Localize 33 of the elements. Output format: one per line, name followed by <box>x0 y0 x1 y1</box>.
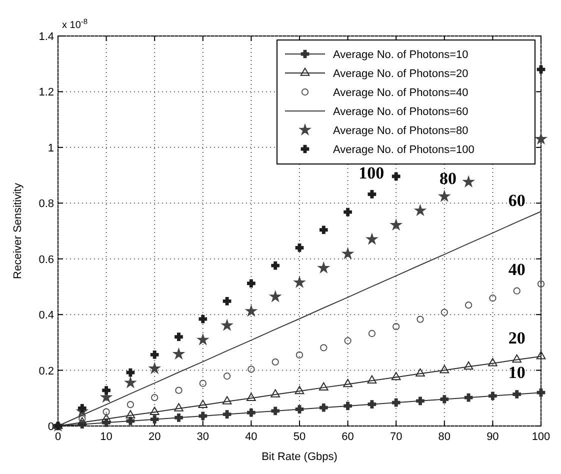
x-tick-label: 70 <box>390 431 402 443</box>
legend-label: Average No. of Photons=10 <box>333 49 468 61</box>
y-tick-label: 1.2 <box>38 86 54 99</box>
y-tick-label: 0.2 <box>38 365 54 378</box>
annotation: 20 <box>508 328 526 348</box>
y-tick-label: 1 <box>48 142 54 154</box>
legend-label: Average No. of Photons=100 <box>333 144 474 156</box>
y-tick-label: 0.6 <box>38 254 54 266</box>
legend-label: Average No. of Photons=80 <box>333 125 468 137</box>
annotation: 40 <box>508 260 526 279</box>
y-tick-label: 0.4 <box>38 310 54 322</box>
legend-label: Average No. of Photons=40 <box>333 87 468 99</box>
x-tick-label: 80 <box>438 431 451 443</box>
annotation: 10 <box>508 363 526 382</box>
x-tick-label: 40 <box>245 431 258 443</box>
x-tick-label: 60 <box>342 431 354 443</box>
y-axis-title: Receiver Sensitivity <box>12 182 24 279</box>
text: x 10$^{-8}$ <box>62 16 88 31</box>
x-axis-title: Bit Rate (Gbps) <box>262 451 338 463</box>
x-tick-label: 100 <box>532 431 550 443</box>
x-tick-label: 20 <box>148 431 161 443</box>
annotation: 80 <box>440 168 457 188</box>
annotation: 60 <box>508 191 526 210</box>
y-tick-label: 0.8 <box>38 198 54 210</box>
annotation: 100 <box>358 163 384 182</box>
x-tick-label: 50 <box>293 431 306 443</box>
legend-label: Average No. of Photons=20 <box>333 68 468 80</box>
legend-label: Average No. of Photons=60 <box>333 106 468 118</box>
x-tick-label: 30 <box>196 431 210 443</box>
y-tick-label: 1.4 <box>38 31 54 43</box>
x-tick-label: 90 <box>486 431 499 443</box>
y-tick-label: 0 <box>48 421 54 433</box>
x-tick-label: 10 <box>100 431 112 443</box>
